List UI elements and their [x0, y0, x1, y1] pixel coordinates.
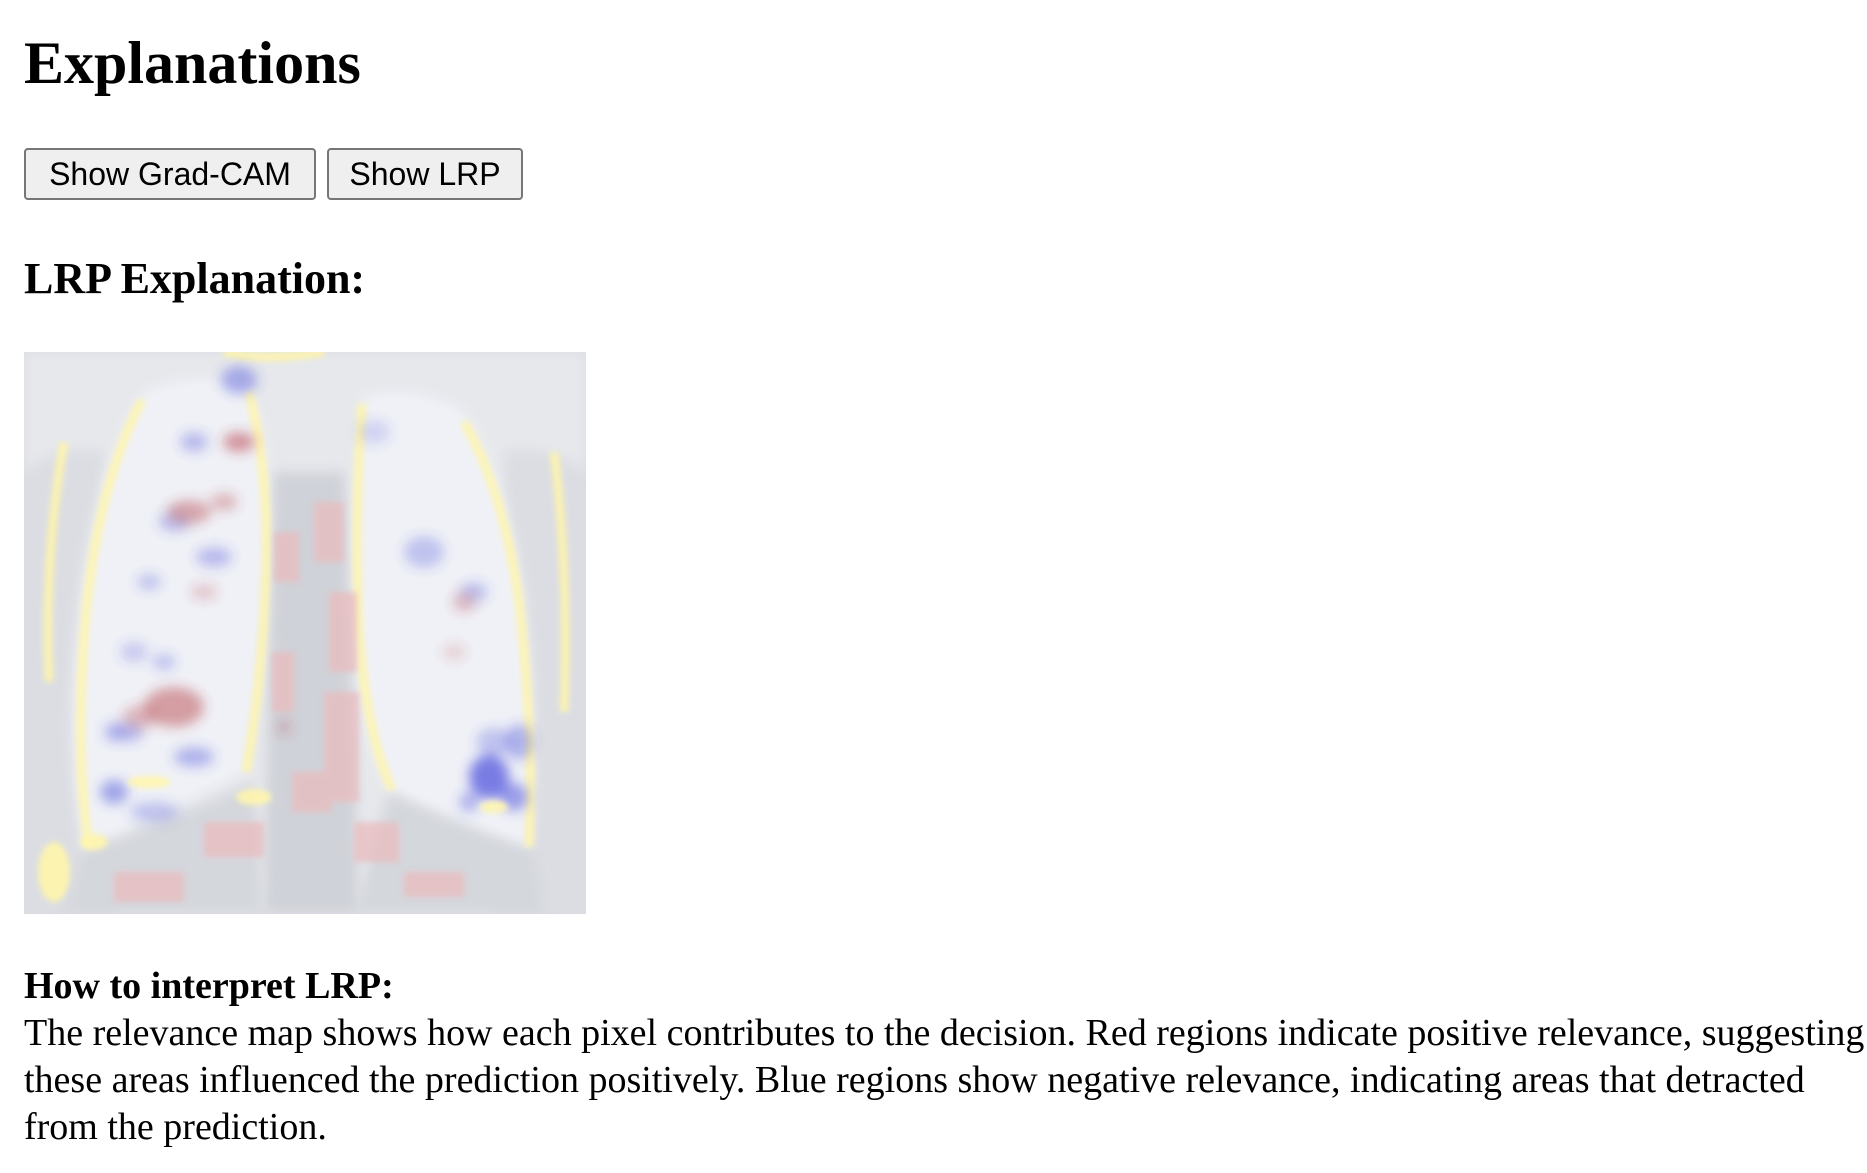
lrp-explanation-heading: LRP Explanation: — [24, 254, 366, 303]
page-title: Explanations — [24, 30, 361, 96]
lrp-interpretation: How to interpret LRP: The relevance map … — [24, 963, 1867, 1151]
lrp-heatmap-chest-xray-image — [24, 352, 586, 914]
lrp-heatmap-image — [24, 352, 586, 914]
interpretation-label: How to interpret LRP: — [24, 965, 394, 1007]
interpretation-text: The relevance map shows how each pixel c… — [24, 1012, 1865, 1148]
explanation-toolbar: Show Grad-CAM Show LRP — [24, 148, 523, 200]
show-lrp-button[interactable]: Show LRP — [327, 148, 523, 200]
show-gradcam-button[interactable]: Show Grad-CAM — [24, 148, 316, 200]
